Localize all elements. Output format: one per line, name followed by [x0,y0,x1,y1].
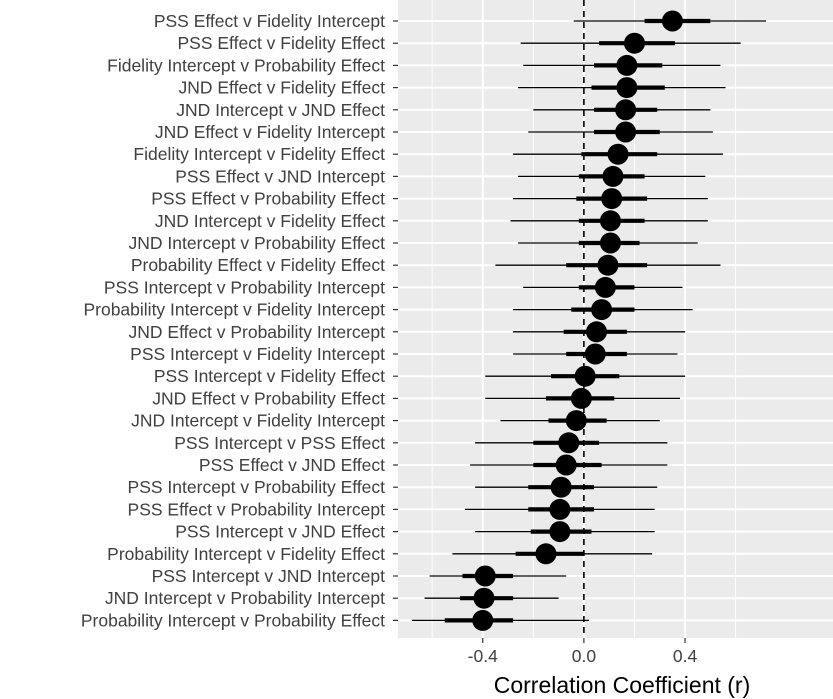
y-tick-label: JND Effect v Fidelity Intercept [155,122,385,142]
y-tick-label: Fidelity Intercept v Probability Effect [107,55,385,75]
point-estimate [570,387,592,409]
point-estimate [586,321,608,343]
y-tick-label: PSS Intercept v Probability Intercept [104,277,385,297]
point-estimate [584,343,606,365]
x-axis: -0.4 0.0 0.4 [468,638,698,666]
panel-background [398,0,833,638]
point-estimate [597,254,619,276]
point-estimate [550,476,572,498]
point-estimate [591,299,613,321]
point-estimate [602,165,624,187]
point-estimate [574,365,596,387]
point-estimate [558,432,580,454]
point-estimate [473,587,495,609]
y-tick-label: PSS Effect v Probability Intercept [128,499,386,519]
y-tick-label: JND Effect v Fidelity Effect [178,78,385,98]
point-estimate [599,210,621,232]
y-tick-label: PSS Effect v Fidelity Effect [178,33,386,53]
y-tick-label: PSS Intercept v Fidelity Intercept [130,344,385,364]
point-estimate [594,276,616,298]
point-estimate [616,54,638,76]
y-tick-label: JND Intercept v Probability Intercept [105,588,385,608]
y-tick-label: PSS Intercept v Probability Effect [128,477,386,497]
interval-marks [411,10,766,631]
point-estimate [616,77,638,99]
x-axis-title: Correlation Coefficient (r) [494,672,751,698]
point-estimate [599,232,621,254]
x-tick-label: -0.4 [468,646,498,666]
x-tick-label: 0.4 [673,646,698,666]
point-estimate [661,10,683,32]
x-tick-label: 0.0 [572,646,597,666]
point-estimate [472,609,494,631]
point-estimate [474,565,496,587]
y-tick-label: JND Intercept v JND Effect [176,100,385,120]
point-estimate [615,121,637,143]
y-axis-ticks [393,20,398,622]
y-tick-label: PSS Effect v Probability Effect [151,189,385,209]
point-estimate [615,99,637,121]
point-estimate [549,521,571,543]
point-estimate [549,498,571,520]
point-estimate [623,32,645,54]
point-estimate [601,188,623,210]
y-tick-label: JND Intercept v Probability Effect [129,233,386,253]
point-estimate [535,543,557,565]
y-tick-label: PSS Intercept v Fidelity Effect [154,366,385,386]
y-tick-label: JND Intercept v Fidelity Effect [155,211,385,231]
y-tick-label: Probability Intercept v Fidelity Interce… [83,300,385,320]
y-tick-label: PSS Intercept v JND Effect [175,522,385,542]
y-tick-label: Probability Intercept v Probability Effe… [81,610,385,630]
y-tick-label: PSS Effect v JND Effect [199,455,385,475]
y-tick-label: PSS Effect v Fidelity Intercept [154,11,385,31]
point-estimate [565,410,587,432]
y-tick-label: PSS Effect v JND Intercept [175,166,385,186]
point-estimate [607,143,629,165]
y-tick-label: Fidelity Intercept v Fidelity Effect [133,144,385,164]
y-tick-label: Probability Effect v Fidelity Effect [131,255,385,275]
y-tick-label: Probability Intercept v Fidelity Effect [107,544,385,564]
y-tick-label: PSS Intercept v PSS Effect [174,433,385,453]
y-tick-label: PSS Intercept v JND Intercept [152,566,386,586]
y-tick-label: JND Intercept v Fidelity Intercept [131,411,385,431]
y-tick-label: JND Effect v Probability Intercept [129,322,386,342]
point-estimate [555,454,577,476]
y-tick-label: JND Effect v Probability Effect [152,388,385,408]
